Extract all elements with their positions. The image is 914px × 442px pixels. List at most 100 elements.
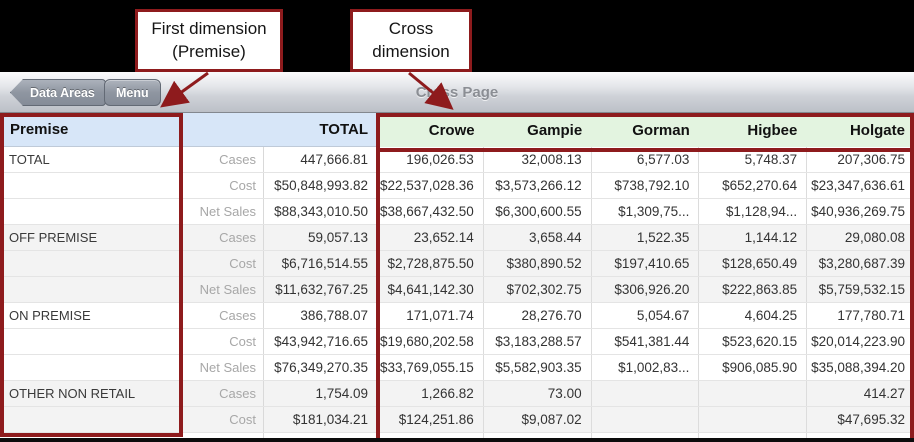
column-header-gorman[interactable]: Gorman [591,113,699,147]
value-total[interactable]: $11,632,767.25 [275,282,368,297]
value-gampie[interactable]: $3,573,266.12 [482,173,591,198]
row-label-premise[interactable] [0,173,183,198]
value-total[interactable]: $43,942,716.65 [274,334,368,349]
value-crowe[interactable]: $124,251.86 [398,412,474,427]
value-holgate[interactable]: 207,306.75 [806,147,914,172]
cross-dimension-callout: Cross dimension [350,9,472,72]
value-crowe[interactable]: $22,537,028.36 [379,178,474,193]
value-total[interactable]: $76,349,270.35 [274,360,368,375]
value-higbee[interactable]: 5,748.37 [698,147,806,172]
value-gorman[interactable]: $306,926.20 [590,277,699,302]
measure-label: Cost [183,329,264,354]
value-crowe[interactable]: $4,641,142.30 [387,282,474,297]
value-holgate[interactable]: 414.27 [806,381,914,406]
value-crowe[interactable]: $2,728,875.50 [387,256,474,271]
row-label-premise[interactable] [0,329,183,354]
value-total[interactable]: 1,754.09 [315,386,368,401]
value-gorman[interactable] [590,381,699,406]
value-higbee[interactable]: $906,085.90 [698,355,806,380]
cross-dimension-callout-line2: dimension [372,41,450,61]
value-gampie[interactable]: 28,276.70 [482,303,591,328]
value-gorman[interactable] [590,407,699,432]
value-crowe[interactable]: 196,026.53 [406,152,474,167]
row-label-premise[interactable] [0,199,183,224]
value-gorman[interactable]: $1,002,83... [590,355,699,380]
value-higbee[interactable]: 1,144.12 [698,225,806,250]
row-label-premise[interactable]: OTHER NON RETAIL [9,386,136,401]
value-holgate[interactable]: $3,280,687.39 [806,251,914,276]
dimension-header-premise[interactable]: Premise [0,113,183,147]
measure-label: Cost [183,407,264,432]
value-gampie[interactable]: $5,582,903.35 [482,355,591,380]
row-label-premise[interactable]: OFF PREMISE [9,230,98,245]
value-crowe[interactable]: $33,769,055.15 [379,360,474,375]
value-holgate[interactable]: $20,014,223.90 [806,329,914,354]
value-higbee[interactable] [698,381,806,406]
value-gampie[interactable]: $9,087.02 [482,407,591,432]
first-dimension-callout-line1: First dimension [151,19,267,39]
column-header-higbee[interactable]: Higbee [698,113,807,147]
value-crowe[interactable]: 171,071.74 [406,308,474,323]
row-label-premise[interactable]: ON PREMISE [9,308,91,323]
value-gampie[interactable]: 3,658.44 [482,225,591,250]
value-gampie[interactable]: 32,008.13 [482,147,591,172]
value-total[interactable]: 447,666.81 [300,152,368,167]
row-label-premise[interactable] [0,407,183,432]
value-higbee[interactable]: $652,270.64 [698,173,806,198]
value-holgate[interactable]: 29,080.08 [806,225,914,250]
value-higbee[interactable]: $1,128,94... [698,199,806,224]
value-holgate[interactable]: $47,695.32 [806,407,914,432]
value-holgate[interactable]: $35,088,394.20 [806,355,914,380]
row-label-premise[interactable] [0,251,183,276]
value-total[interactable]: $88,343,010.50 [274,204,368,219]
value-crowe[interactable]: 1,266.82 [421,386,474,401]
screen-bottom-edge [0,438,914,442]
value-gampie[interactable]: $3,183,288.57 [482,329,591,354]
value-gorman[interactable]: 5,054.67 [590,303,699,328]
value-higbee[interactable]: $222,863.85 [698,277,806,302]
value-gampie[interactable]: $702,302.75 [482,277,591,302]
grid-row: ON PREMISE Cases 386,788.07 171,071.74 28,27… [0,303,914,329]
value-holgate[interactable]: $5,759,532.15 [806,277,914,302]
grid-row: Cost $181,034.21 $124,251.86 $9,087.02 $47,6… [0,407,914,433]
value-gorman[interactable]: 1,522.35 [590,225,699,250]
value-total[interactable]: $50,848,993.82 [274,178,368,193]
value-total[interactable]: 59,057.13 [307,230,368,245]
value-higbee[interactable] [698,407,806,432]
value-total[interactable]: $6,716,514.55 [281,256,368,271]
grid-row: Cost $43,942,716.65 $19,680,202.58 $3,183,2… [0,329,914,355]
value-gorman[interactable]: $738,792.10 [590,173,699,198]
value-holgate[interactable]: $40,936,269.75 [806,199,914,224]
value-crowe[interactable]: 23,652.14 [413,230,474,245]
column-header-crowe[interactable]: Crowe [376,113,484,147]
value-gorman[interactable]: 6,577.03 [590,147,699,172]
value-gampie[interactable]: 73.00 [482,381,591,406]
value-gorman[interactable]: $197,410.65 [590,251,699,276]
value-gorman[interactable]: $1,309,75... [590,199,699,224]
value-crowe[interactable]: $38,667,432.50 [379,204,474,219]
column-header-total[interactable]: TOTAL [183,113,376,147]
value-total[interactable]: 386,788.07 [300,308,368,323]
back-button-data-areas[interactable]: Data Areas [10,79,106,106]
value-crowe[interactable]: $19,680,202.58 [379,334,474,349]
grid-header-row: Premise TOTAL Crowe Gampie Gorman Higbee Hol… [0,113,914,147]
menu-button[interactable]: Menu [104,79,161,106]
value-gampie[interactable]: $380,890.52 [482,251,591,276]
value-holgate[interactable]: $23,347,636.61 [806,173,914,198]
value-gampie[interactable]: $6,300,600.55 [482,199,591,224]
value-higbee[interactable]: $523,620.15 [698,329,806,354]
row-label-premise[interactable] [0,277,183,302]
row-label-premise[interactable]: TOTAL [9,152,50,167]
grid-row: Cost $50,848,993.82 $22,537,028.36 $3,573,2… [0,173,914,199]
measure-label: Cost [183,173,264,198]
value-holgate[interactable]: 177,780.71 [806,303,914,328]
column-header-gampie[interactable]: Gampie [483,113,592,147]
row-label-premise[interactable] [0,355,183,380]
value-total[interactable]: $181,034.21 [292,412,368,427]
measure-label: Cases [183,225,264,250]
value-higbee[interactable]: 4,604.25 [698,303,806,328]
value-higbee[interactable]: $128,650.49 [698,251,806,276]
column-header-holgate[interactable]: Holgate [806,113,914,147]
value-gorman[interactable]: $541,381.44 [590,329,699,354]
